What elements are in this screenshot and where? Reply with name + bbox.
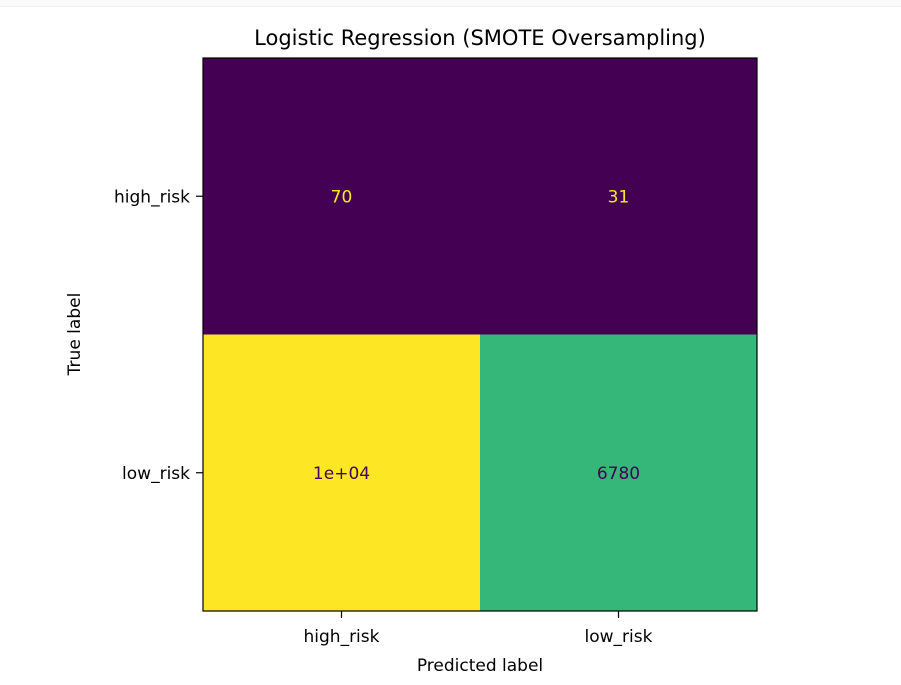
y-tick-label-0: high_risk	[114, 187, 190, 207]
heatmap-cell-1-1	[480, 334, 758, 612]
cell-value-0-0: 70	[331, 187, 353, 207]
y-axis-label: True label	[65, 293, 85, 377]
heatmap-cell-0-1	[480, 58, 758, 335]
chart-title: Logistic Regression (SMOTE Oversampling)	[254, 26, 706, 50]
cell-value-1-0: 1e+04	[313, 464, 370, 484]
y-tick-label-1: low_risk	[122, 464, 190, 484]
y-axis-ticks: high_risk low_risk	[114, 187, 203, 484]
x-axis-label: Predicted label	[417, 656, 543, 676]
heatmap-cell-0-0	[203, 58, 481, 335]
x-axis-ticks: high_risk low_risk	[304, 611, 653, 647]
cell-value-1-1: 6780	[597, 464, 640, 484]
x-tick-label-0: high_risk	[304, 627, 380, 647]
plot-frame	[202, 57, 758, 612]
x-tick-label-1: low_risk	[585, 627, 653, 647]
cell-value-0-1: 31	[608, 187, 630, 207]
heatmap-cells	[203, 58, 758, 612]
heatmap-cell-1-0	[203, 334, 481, 612]
top-strip	[0, 0, 901, 7]
heatmap-cell-labels: 70 31 1e+04 6780	[313, 187, 640, 484]
